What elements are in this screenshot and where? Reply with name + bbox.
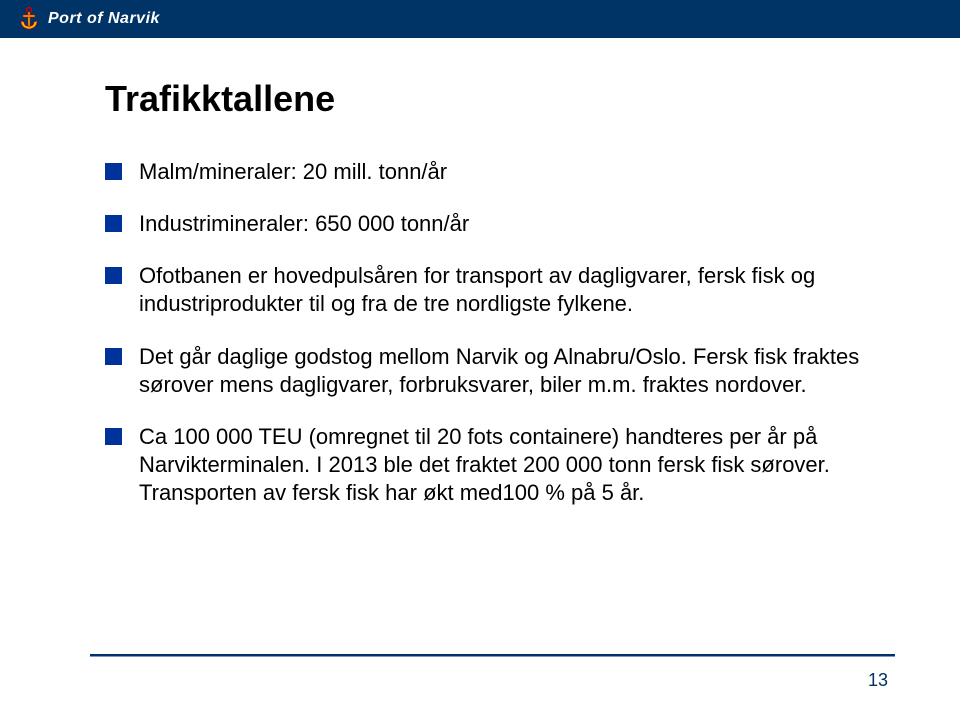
footer-divider [90,654,895,657]
slide-content: Trafikktallene Malm/mineraler: 20 mill. … [0,38,960,507]
bullet-list: Malm/mineraler: 20 mill. tonn/år Industr… [105,158,870,507]
brand-logo: Port of Narvik [18,6,160,32]
bullet-item: Industrimineraler: 650 000 tonn/år [105,210,870,238]
bullet-item: Ofotbanen er hovedpulsåren for transport… [105,262,870,318]
bullet-item: Det går daglige godstog mellom Narvik og… [105,343,870,399]
brand-text: Port of Narvik [48,10,160,28]
page-number: 13 [868,670,888,691]
bullet-item: Malm/mineraler: 20 mill. tonn/år [105,158,870,186]
header-bar: Port of Narvik [0,0,960,38]
slide-title: Trafikktallene [105,78,870,120]
anchor-icon [18,6,40,32]
bullet-item: Ca 100 000 TEU (omregnet til 20 fots con… [105,423,870,507]
